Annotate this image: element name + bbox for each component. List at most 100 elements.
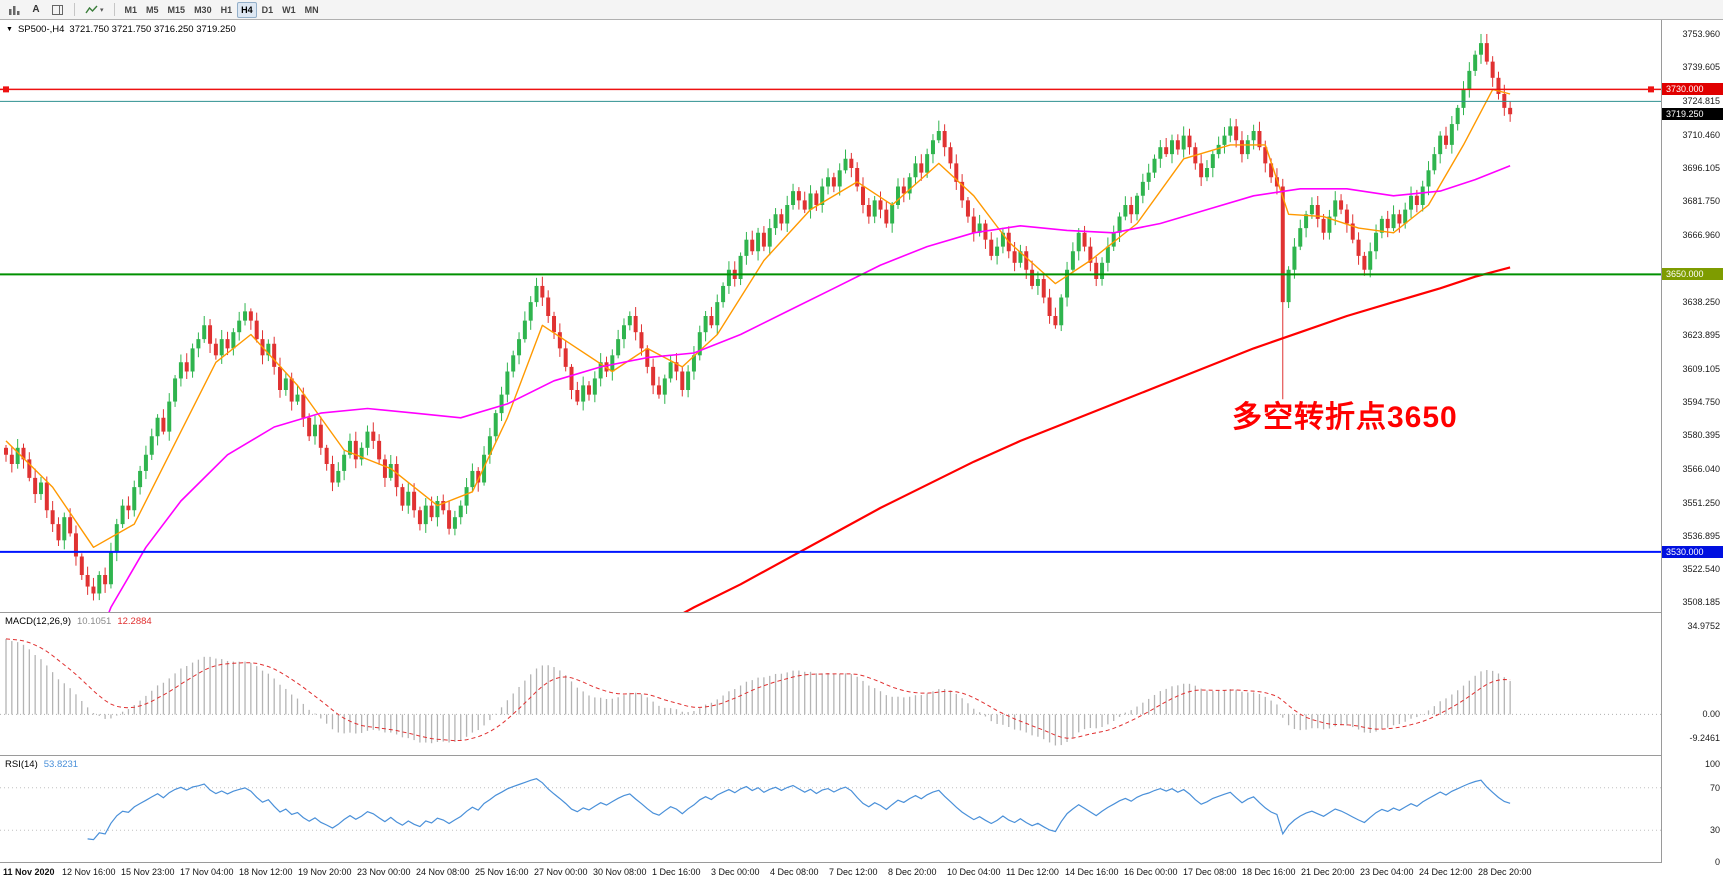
timeframe-M30[interactable]: M30 [194, 4, 212, 15]
ohlc-values: 3721.750 3721.750 3716.250 3719.250 [69, 24, 236, 35]
time-axis-label: 3 Dec 00:00 [711, 867, 760, 877]
price-axis-label: 3696.105 [1682, 162, 1720, 173]
price-axis-label: 3681.750 [1682, 195, 1720, 206]
hline-price-badge: 3730.000 [1662, 83, 1723, 96]
price-axis-label: 3710.460 [1682, 129, 1720, 140]
time-axis[interactable]: 11 Nov 2020 12 Nov 16:00 15 Nov 23:00 17 No… [0, 863, 1661, 890]
price-axis-label: 3753.960 [1682, 28, 1720, 39]
chart-annotation: 多空转折点3650 [1232, 401, 1458, 434]
macd-name: MACD(12,26,9) [5, 616, 71, 627]
time-axis-label: 18 Nov 12:00 [239, 867, 293, 877]
candles [4, 33, 1513, 601]
time-axis-label: 23 Dec 04:00 [1360, 867, 1414, 877]
time-axis-label: 21 Dec 20:00 [1301, 867, 1355, 877]
price-axis-label: 3638.250 [1682, 296, 1720, 307]
time-axis-label: 24 Dec 12:00 [1419, 867, 1473, 877]
ma-fast-line [5, 88, 1511, 548]
chart-header: ▼ SP500-,H4 3721.750 3721.750 3716.250 3… [6, 24, 236, 35]
rsi-axis-label: 30 [1709, 825, 1720, 836]
price-axis-label: 3580.395 [1682, 430, 1720, 441]
panel-separator[interactable] [0, 755, 1723, 756]
time-axis-label: 8 Dec 20:00 [888, 867, 937, 877]
timeframe-H1[interactable]: H1 [220, 4, 233, 15]
rsi-panel[interactable] [0, 756, 1661, 862]
timeframe-W1[interactable]: W1 [282, 4, 296, 15]
current-price-badge: 3719.250 [1662, 108, 1723, 121]
price-axis-label: 3623.895 [1682, 329, 1720, 340]
timeframe-M5[interactable]: M5 [146, 4, 159, 15]
hline-price-badge: 3650.000 [1662, 268, 1723, 281]
time-axis-label: 15 Nov 23:00 [121, 867, 175, 877]
line-handle[interactable] [3, 86, 9, 93]
symbol-period-label: SP500-,H4 [17, 24, 65, 35]
timeframe-D1[interactable]: D1 [261, 4, 274, 15]
price-axis[interactable]: 3753.960 3739.605 3724.815 3710.460 3696.105… [1662, 20, 1723, 867]
time-axis-label: 24 Nov 08:00 [416, 867, 470, 877]
price-axis-label: 3739.605 [1682, 62, 1720, 73]
toolbar-separator [113, 3, 115, 16]
timeframe-M15[interactable]: M15 [167, 4, 186, 15]
time-axis-label: 1 Dec 16:00 [652, 867, 701, 877]
time-axis-label: 11 Nov 2020 [3, 867, 55, 877]
macd-signal-line [5, 638, 1511, 742]
panel-separator [0, 862, 1723, 863]
macd-panel[interactable] [0, 613, 1661, 755]
time-axis-label: 11 Dec 12:00 [1006, 867, 1059, 877]
time-axis-label: 17 Nov 04:00 [180, 867, 234, 877]
chart-shift-button[interactable] [47, 2, 68, 18]
toolbar: A ▾ M1 M5 M15 M30 H1 H4 D1 W1 MN [0, 0, 1723, 20]
rsi-value: 53.8231 [43, 759, 79, 770]
time-axis-label: 14 Dec 16:00 [1065, 867, 1119, 877]
ma-medium-line [108, 164, 1511, 612]
toolbar-separator [74, 3, 75, 16]
panel-separator[interactable] [0, 612, 1723, 613]
time-axis-label: 10 Dec 04:00 [947, 867, 1001, 877]
price-axis-label: 3566.040 [1682, 463, 1720, 474]
candlestick-chart[interactable] [0, 20, 1661, 612]
auto-scroll-button[interactable]: A [32, 4, 40, 15]
time-axis-label: 7 Dec 12:00 [829, 867, 878, 877]
macd-signal-value: 12.2884 [117, 616, 152, 627]
hline-price-badge: 3530.000 [1662, 545, 1723, 558]
price-axis-label: 3724.815 [1682, 96, 1720, 107]
macd-main-value: 10.1051 [77, 616, 112, 627]
macd-axis-label: -9.2461 [1689, 732, 1720, 743]
price-axis-label: 3609.105 [1682, 363, 1720, 374]
time-axis-label: 30 Nov 08:00 [593, 867, 647, 877]
rsi-name: RSI(14) [5, 759, 38, 770]
timeframe-group: M1 M5 M15 M30 H1 H4 D1 W1 MN [121, 1, 323, 18]
price-axis-separator [1661, 20, 1662, 863]
rsi-label: RSI(14) 53.8231 [5, 759, 78, 770]
rsi-axis-label: 0 [1714, 857, 1720, 867]
bar-chart-icon[interactable] [4, 2, 25, 18]
time-axis-label: 19 Nov 20:00 [298, 867, 352, 877]
time-axis-label: 16 Dec 00:00 [1124, 867, 1178, 877]
rsi-axis-label: 100 [1704, 759, 1720, 769]
timeframe-M1[interactable]: M1 [124, 4, 138, 15]
price-axis-label: 3594.750 [1682, 397, 1720, 408]
time-axis-label: 23 Nov 00:00 [357, 867, 411, 877]
rsi-axis-label: 70 [1709, 782, 1720, 793]
price-axis-label: 3522.540 [1682, 564, 1720, 575]
price-axis-label: 3551.250 [1682, 497, 1720, 508]
indicators-button[interactable]: ▾ [81, 2, 108, 18]
timeframe-H4[interactable]: H4 [237, 1, 257, 18]
price-axis-label: 3666.960 [1682, 230, 1720, 241]
ma-slow-line [683, 266, 1511, 612]
timeframe-MN[interactable]: MN [304, 4, 319, 15]
time-axis-label: 17 Dec 08:00 [1183, 867, 1237, 877]
rsi-line [87, 778, 1511, 841]
chevron-down-icon: ▾ [100, 6, 104, 14]
time-axis-label: 4 Dec 08:00 [770, 867, 819, 877]
time-axis-label: 27 Nov 00:00 [534, 867, 588, 877]
line-handle[interactable] [1648, 86, 1654, 93]
time-axis-label: 12 Nov 16:00 [62, 867, 116, 877]
time-axis-label: 18 Dec 16:00 [1242, 867, 1296, 877]
macd-histogram [5, 638, 1511, 746]
time-axis-label: 28 Dec 20:00 [1478, 867, 1532, 877]
one-click-trading-toggle[interactable]: ▼ [6, 26, 13, 33]
macd-label: MACD(12,26,9) 10.1051 12.2884 [5, 616, 152, 627]
macd-axis-label: 34.9752 [1687, 620, 1720, 631]
macd-axis-label: 0.00 [1702, 709, 1720, 720]
